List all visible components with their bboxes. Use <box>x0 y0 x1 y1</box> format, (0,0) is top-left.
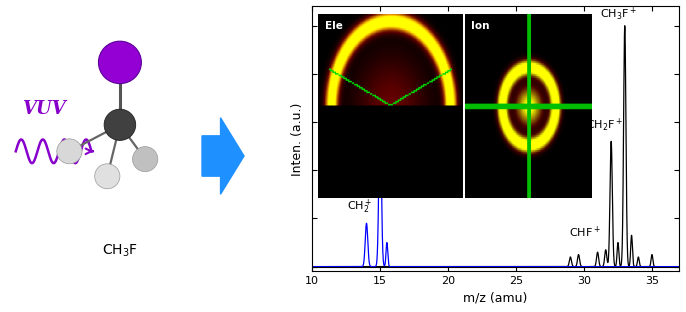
Text: CH$_2^+$: CH$_2^+$ <box>347 198 372 216</box>
Text: Ele: Ele <box>325 22 343 32</box>
Text: VUV: VUV <box>22 100 66 118</box>
Circle shape <box>104 109 136 140</box>
Circle shape <box>95 164 120 189</box>
Circle shape <box>57 139 82 164</box>
Text: CH$_3^+$: CH$_3^+$ <box>370 92 396 110</box>
Text: CH$_3$F$^+$: CH$_3$F$^+$ <box>600 6 637 23</box>
Circle shape <box>99 41 141 84</box>
Circle shape <box>132 147 158 172</box>
Y-axis label: Inten. (a.u.): Inten. (a.u.) <box>292 102 305 176</box>
Text: CH$_2$F$^+$: CH$_2$F$^+$ <box>586 117 623 134</box>
Text: CH$_3$F: CH$_3$F <box>102 243 138 259</box>
X-axis label: m/z (amu): m/z (amu) <box>464 292 528 305</box>
FancyArrow shape <box>202 118 244 194</box>
Text: Ion: Ion <box>471 22 490 32</box>
Text: CHF$^+$: CHF$^+$ <box>569 225 601 240</box>
